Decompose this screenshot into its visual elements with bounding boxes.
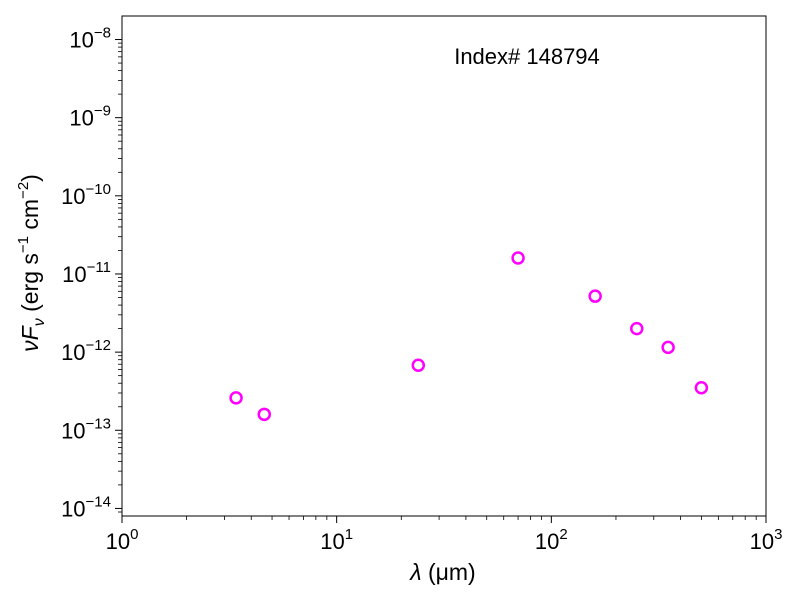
data-point xyxy=(229,391,243,405)
x-axis: 100 101 102 103 xyxy=(106,516,783,554)
x-tick-label: 100 xyxy=(106,526,139,554)
index-annotation: Index# 148794 xyxy=(454,44,600,69)
y-axis-unit-exp2: −2 xyxy=(15,182,32,199)
data-points xyxy=(229,251,709,422)
data-point xyxy=(411,358,426,372)
data-point xyxy=(661,340,675,355)
plot-area xyxy=(121,15,767,517)
data-point xyxy=(257,407,272,422)
y-axis-symbol-subscript: ν xyxy=(31,318,48,326)
y-tick-label: 10−10 xyxy=(61,181,111,209)
y-tick-label: 10−8 xyxy=(69,25,111,53)
x-axis-unit: (μm) xyxy=(428,559,476,585)
data-point xyxy=(694,381,709,395)
x-tick-label: 102 xyxy=(535,526,568,554)
x-tick-label: 101 xyxy=(320,526,353,554)
data-point xyxy=(511,251,525,265)
y-axis-symbol: νF xyxy=(17,324,43,352)
y-tick-label: 10−13 xyxy=(61,415,111,443)
y-axis-unit-exp1: −1 xyxy=(15,236,32,253)
x-tick-label: 103 xyxy=(750,526,783,554)
y-tick-label: 10−14 xyxy=(61,493,111,521)
x-axis-symbol: λ xyxy=(408,559,421,585)
y-tick-label: 10−12 xyxy=(61,337,111,365)
y-tick-label: 10−11 xyxy=(62,259,111,287)
y-axis-unit-mid: cm xyxy=(17,199,43,236)
y-axis-unit-suffix: ) xyxy=(17,174,43,182)
y-axis: 10−14 10−13 10−12 10−11 10−10 10−9 10−8 xyxy=(61,25,122,521)
x-axis-label: λ (μm) xyxy=(408,559,475,585)
y-axis-label: νFν (erg s−1 cm−2) xyxy=(15,174,48,352)
data-point xyxy=(630,321,644,336)
data-point xyxy=(588,289,602,303)
plot-frame xyxy=(121,15,767,517)
y-tick-label: 10−9 xyxy=(69,103,111,131)
y-axis-unit-prefix: (erg s xyxy=(17,253,43,312)
